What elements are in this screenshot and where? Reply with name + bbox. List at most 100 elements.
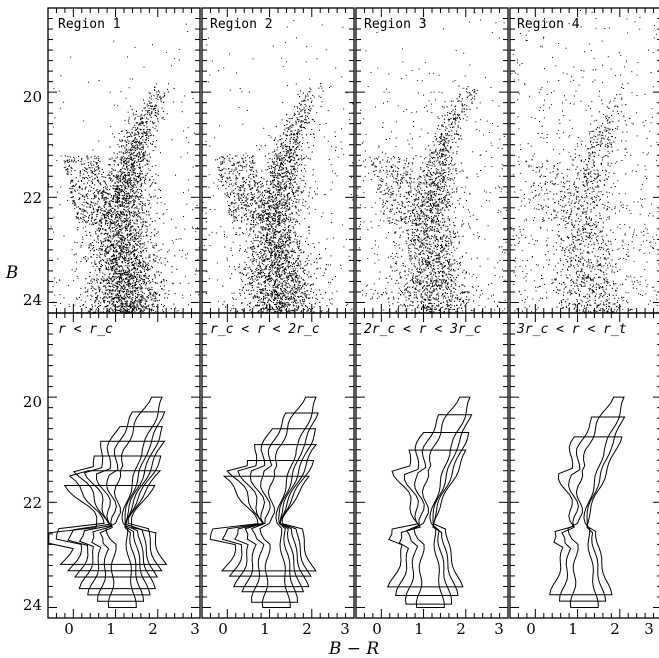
star-point xyxy=(120,234,122,236)
star-point xyxy=(87,282,89,284)
star-point xyxy=(260,199,262,201)
star-point xyxy=(113,277,115,279)
star-point xyxy=(77,229,79,231)
star-point xyxy=(155,310,157,312)
star-point xyxy=(111,157,113,159)
star-point xyxy=(286,244,288,246)
star-point xyxy=(94,262,96,264)
star-point xyxy=(156,271,158,273)
star-point xyxy=(151,121,153,123)
star-point xyxy=(272,240,274,242)
star-point xyxy=(137,271,139,273)
star-point xyxy=(110,222,112,224)
star-point xyxy=(280,214,282,216)
star-point xyxy=(111,171,113,173)
star-point xyxy=(135,191,137,193)
star-point xyxy=(125,251,127,253)
star-point xyxy=(140,301,142,303)
star-point xyxy=(118,215,120,217)
star-point xyxy=(146,221,148,223)
star-point xyxy=(104,223,106,225)
star-point xyxy=(131,180,133,182)
star-point xyxy=(291,266,293,268)
star-point xyxy=(102,244,104,246)
star-point xyxy=(295,301,297,303)
star-point xyxy=(142,212,144,214)
star-point xyxy=(124,180,126,182)
star-point xyxy=(274,237,276,239)
star-point xyxy=(123,236,125,238)
star-point xyxy=(135,287,137,289)
star-point xyxy=(273,183,275,185)
star-point xyxy=(117,200,119,202)
field-point xyxy=(145,221,146,223)
star-point xyxy=(131,274,133,276)
field-point xyxy=(164,203,166,205)
star-point xyxy=(161,280,163,282)
star-point xyxy=(125,214,127,216)
field-point xyxy=(130,237,132,239)
star-point xyxy=(135,267,137,269)
star-point xyxy=(120,298,122,300)
star-point xyxy=(140,186,142,188)
star-point xyxy=(294,140,296,142)
star-point xyxy=(129,197,131,199)
star-point xyxy=(146,211,148,213)
star-point xyxy=(106,251,108,253)
star-point xyxy=(94,158,96,160)
star-point xyxy=(123,285,125,287)
star-point xyxy=(126,206,128,208)
star-point xyxy=(72,179,74,181)
star-point xyxy=(130,226,132,228)
star-point xyxy=(249,266,251,268)
star-point xyxy=(122,292,124,294)
star-point xyxy=(130,222,132,224)
field-point xyxy=(107,305,109,307)
star-point xyxy=(68,165,70,167)
star-point xyxy=(126,249,128,251)
star-point xyxy=(101,248,103,250)
star-point xyxy=(281,172,283,174)
star-point xyxy=(136,269,138,271)
star-point xyxy=(126,164,128,166)
star-point xyxy=(87,291,89,293)
star-point xyxy=(134,254,136,256)
star-point xyxy=(97,287,99,289)
star-point xyxy=(96,229,98,231)
star-point xyxy=(110,196,112,198)
star-point xyxy=(273,206,275,208)
star-point xyxy=(144,183,146,185)
star-point xyxy=(141,305,143,307)
star-point xyxy=(97,213,99,215)
field-point xyxy=(172,242,174,244)
star-point xyxy=(125,273,127,275)
star-point xyxy=(153,254,155,256)
star-point xyxy=(125,303,127,305)
star-point xyxy=(112,266,114,268)
star-point xyxy=(153,294,155,296)
field-point xyxy=(126,305,128,307)
star-point xyxy=(97,310,99,312)
star-point xyxy=(109,203,111,205)
star-point xyxy=(122,178,124,180)
star-point xyxy=(287,273,289,275)
star-point xyxy=(163,305,165,307)
star-point xyxy=(129,243,131,245)
field-point xyxy=(121,130,123,132)
star-point xyxy=(124,181,126,183)
star-point xyxy=(138,176,140,178)
star-point xyxy=(143,176,145,178)
star-point xyxy=(118,233,120,235)
star-point xyxy=(130,167,132,169)
field-point xyxy=(179,249,181,251)
star-point xyxy=(274,220,276,222)
star-point xyxy=(113,244,115,246)
star-point xyxy=(123,284,125,286)
star-point xyxy=(128,221,130,223)
star-point xyxy=(100,278,102,280)
star-point xyxy=(111,167,113,169)
star-point xyxy=(258,216,260,218)
star-point xyxy=(125,270,127,272)
star-point xyxy=(264,289,266,291)
star-point xyxy=(100,240,102,242)
